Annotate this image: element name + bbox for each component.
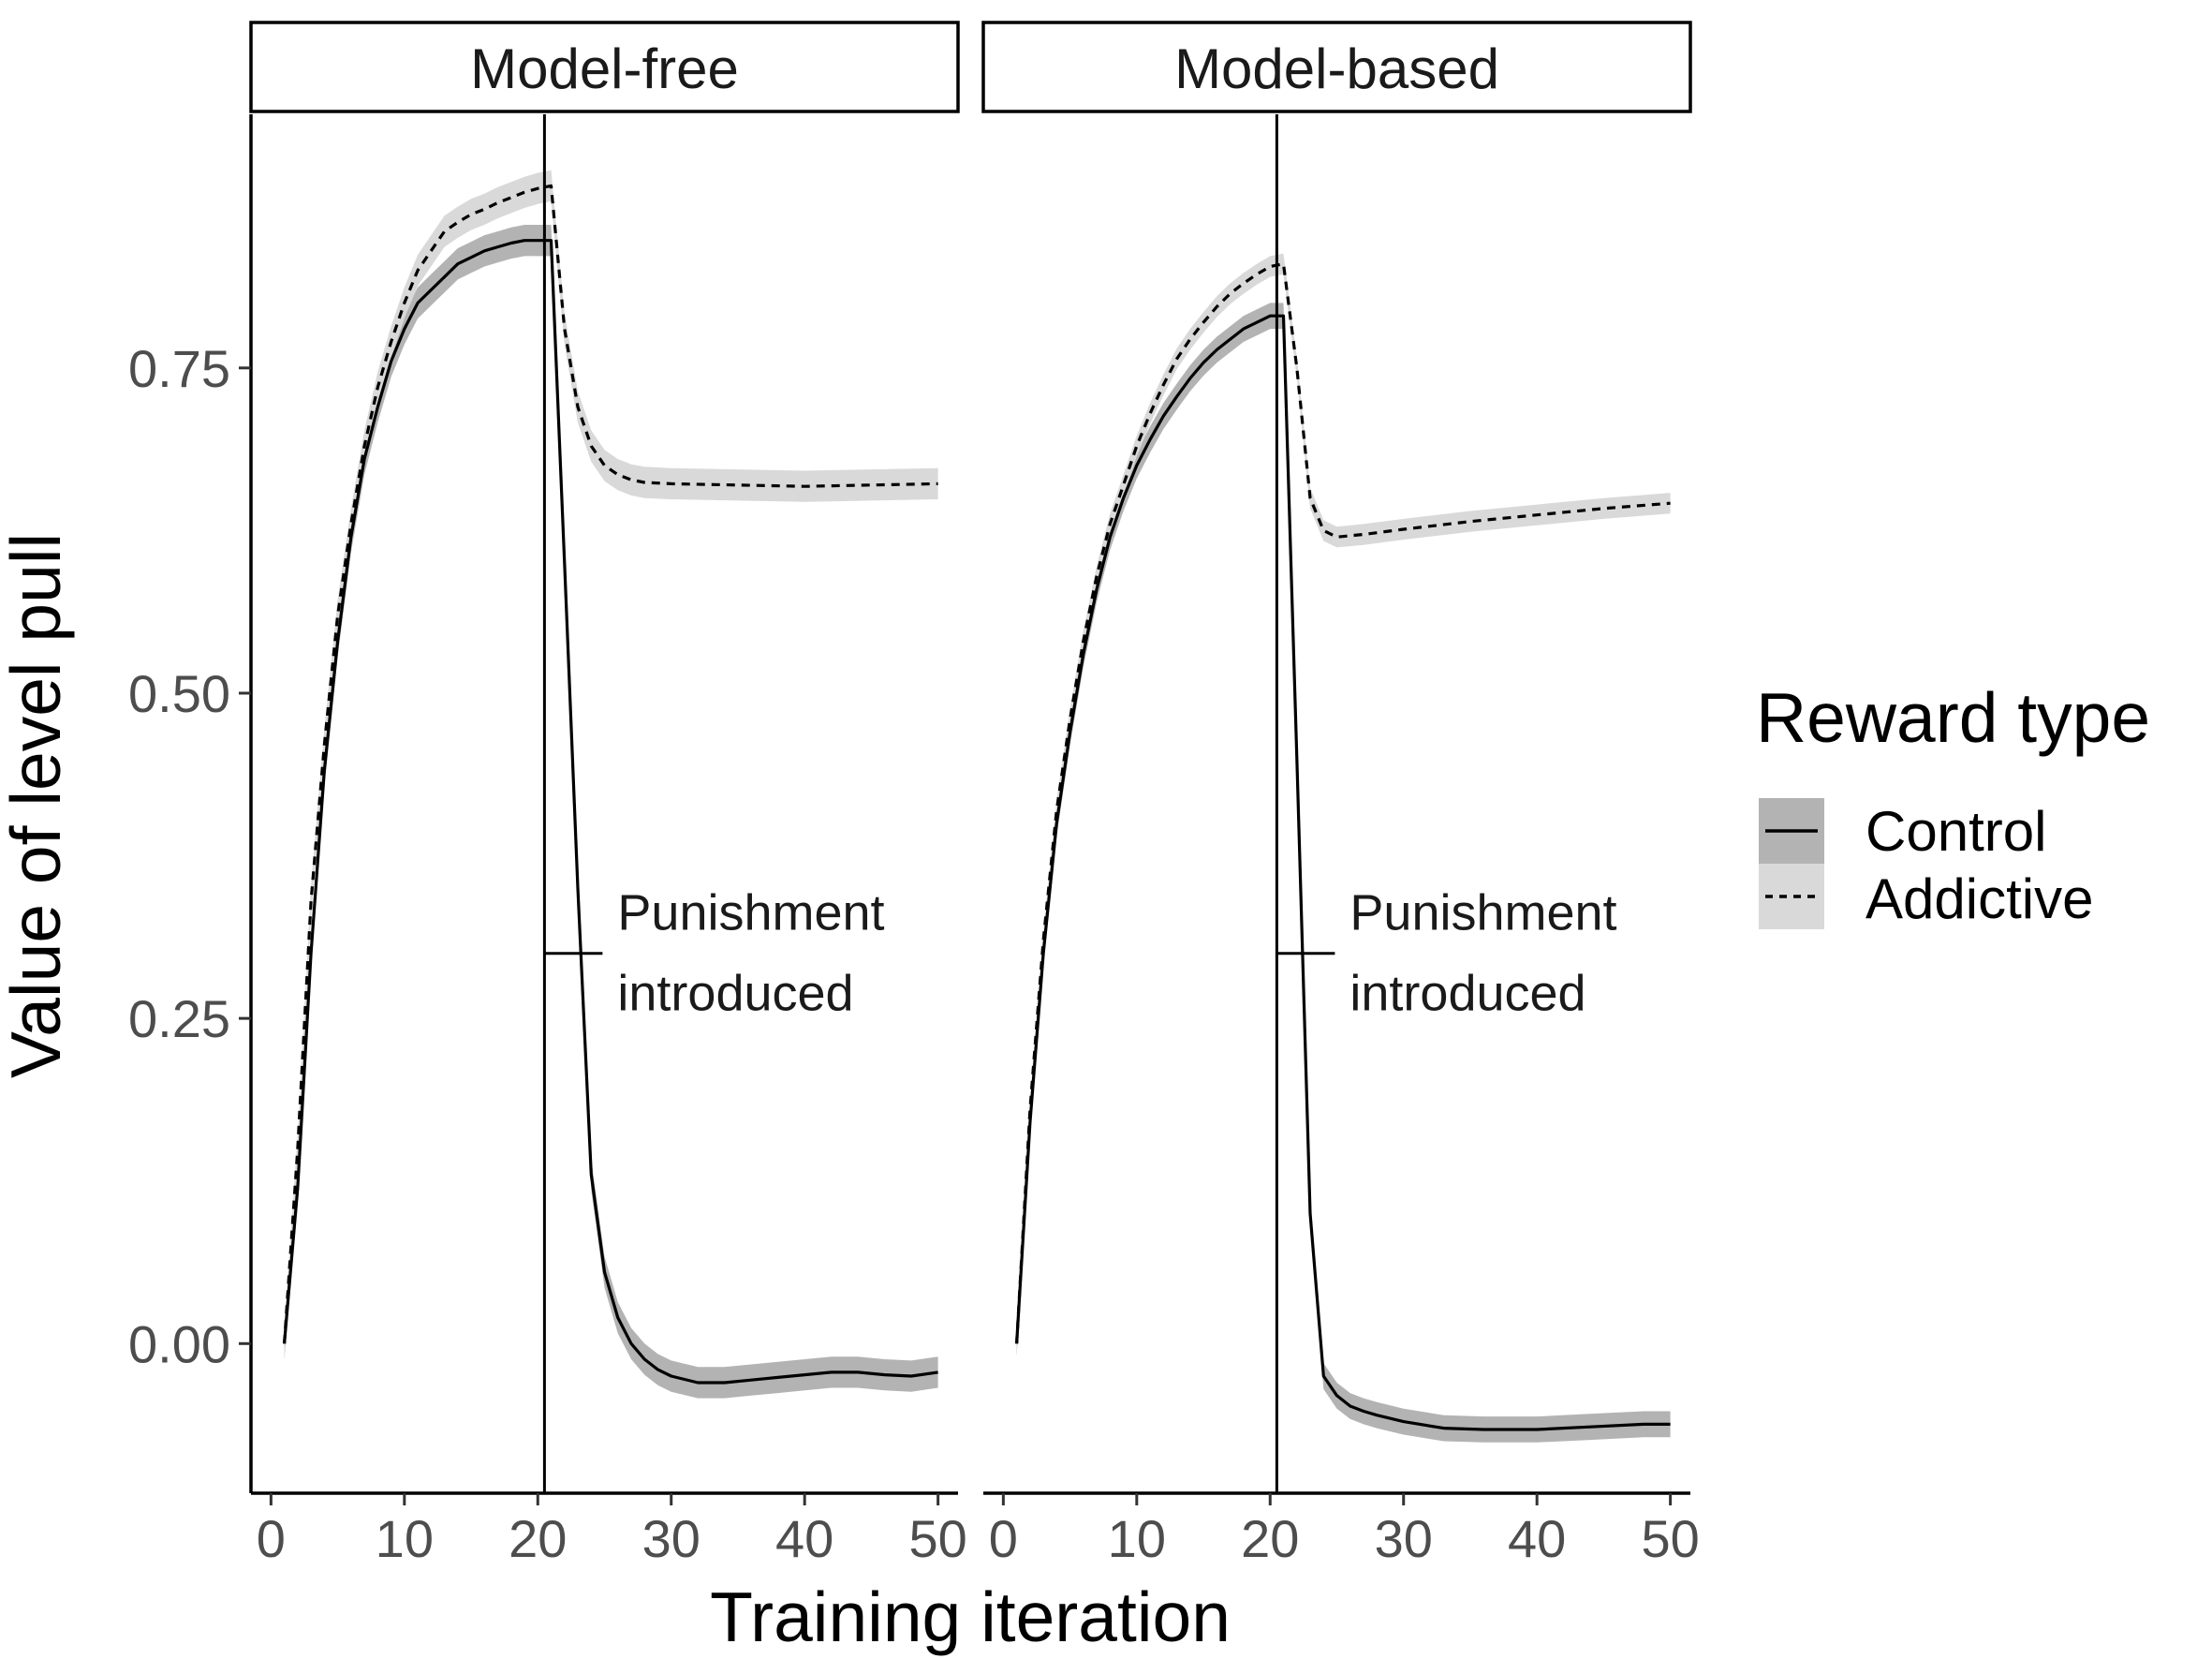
y-tick-label: 0.75	[128, 339, 230, 398]
strip-title: Model-based	[1174, 37, 1499, 100]
x-tick-label: 10	[376, 1509, 434, 1568]
series-line-addictive	[283, 184, 938, 1344]
annotation-label: Punishment	[1349, 885, 1616, 941]
series-line-control	[1015, 314, 1671, 1431]
strip-model-free: Model-free	[249, 21, 960, 113]
x-tick-label: 40	[775, 1509, 833, 1568]
y-tick-label: 0.00	[128, 1314, 230, 1373]
ribbon-control	[1016, 303, 1671, 1443]
legend-entry-control: Control	[1759, 798, 2046, 864]
strip-box	[249, 21, 960, 113]
strip-model-based: Model-based	[981, 21, 1692, 113]
y-tick-label: 0.50	[128, 664, 230, 723]
y-axis-ticks: 0.00 0.25 0.50 0.75	[128, 339, 251, 1373]
legend-title: Reward type	[1756, 678, 2150, 757]
legend-entry-addictive: Addictive	[1759, 864, 2093, 930]
annotation-label: introduced	[1349, 966, 1585, 1022]
legend: Reward type Control Addictive	[1756, 678, 2150, 930]
annotation-label: Punishment	[617, 885, 884, 941]
strip-box	[981, 21, 1692, 113]
series-line-control	[283, 239, 938, 1385]
x-tick-label: 10	[1108, 1509, 1166, 1568]
panel-model-based: Punishment introduced 0 10 20 30 40 50	[983, 114, 1700, 1568]
strip-title: Model-free	[470, 37, 739, 100]
x-tick-label: 50	[908, 1509, 966, 1568]
x-axis-title: Training iteration	[710, 1578, 1231, 1656]
x-tick-label: 20	[509, 1509, 567, 1568]
annotation-label: introduced	[617, 966, 853, 1022]
x-tick-label: 20	[1241, 1509, 1299, 1568]
legend-label-addictive: Addictive	[1865, 867, 2093, 930]
x-tick-label: 30	[1375, 1509, 1433, 1568]
x-tick-label: 30	[642, 1509, 700, 1568]
x-tick-label: 0	[989, 1509, 1018, 1568]
y-tick-label: 0.25	[128, 989, 230, 1048]
ribbon-control	[284, 225, 938, 1399]
legend-label-control: Control	[1865, 800, 2046, 863]
y-axis-title: Value of level pull	[0, 533, 75, 1078]
x-tick-label: 40	[1508, 1509, 1566, 1568]
x-tick-label: 0	[257, 1509, 286, 1568]
panel-model-free: Punishment introduced 0 10 20 30 40 50	[249, 114, 967, 1568]
ribbon-addictive	[1016, 253, 1671, 1355]
x-tick-label: 50	[1641, 1509, 1699, 1568]
ribbon-addictive	[284, 170, 938, 1360]
series-line-addictive	[1015, 262, 1671, 1344]
